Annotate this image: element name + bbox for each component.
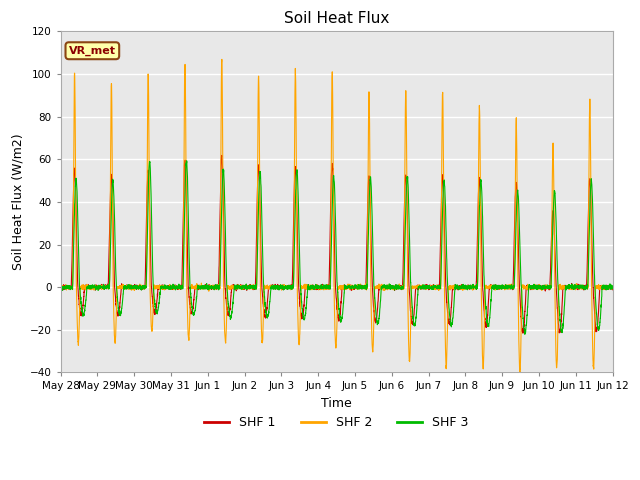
SHF 2 <box>516 369 524 375</box>
SHF 2 <box>316 286 324 291</box>
SHF 2 <box>430 285 438 291</box>
SHF 1 <box>609 287 616 292</box>
X-axis label: Time: Time <box>321 397 352 410</box>
SHF 1 <box>608 285 616 291</box>
SHF 2 <box>609 285 616 290</box>
SHF 1 <box>156 283 164 289</box>
Text: VR_met: VR_met <box>69 46 116 56</box>
SHF 2 <box>57 284 65 289</box>
SHF 3 <box>460 285 468 290</box>
SHF 1 <box>57 282 65 288</box>
SHF 3 <box>156 293 164 299</box>
SHF 1 <box>430 284 438 289</box>
Legend: SHF 1, SHF 2, SHF 3: SHF 1, SHF 2, SHF 3 <box>200 411 474 434</box>
Line: SHF 1: SHF 1 <box>61 156 612 333</box>
SHF 1 <box>519 330 527 336</box>
SHF 3 <box>609 284 616 290</box>
SHF 1 <box>492 285 499 291</box>
Line: SHF 3: SHF 3 <box>61 161 612 334</box>
SHF 1 <box>316 285 324 291</box>
SHF 1 <box>218 153 226 158</box>
SHF 3 <box>430 283 438 289</box>
Line: SHF 2: SHF 2 <box>61 60 612 372</box>
SHF 3 <box>316 284 324 289</box>
SHF 3 <box>183 158 191 164</box>
SHF 2 <box>156 282 164 288</box>
SHF 3 <box>521 331 529 337</box>
SHF 3 <box>492 285 499 290</box>
SHF 2 <box>492 285 499 291</box>
Y-axis label: Soil Heat Flux (W/m2): Soil Heat Flux (W/m2) <box>11 133 24 270</box>
SHF 3 <box>608 286 616 291</box>
SHF 2 <box>460 287 468 292</box>
SHF 2 <box>218 57 226 62</box>
SHF 3 <box>57 285 65 291</box>
SHF 2 <box>608 284 616 289</box>
SHF 1 <box>460 285 468 291</box>
Title: Soil Heat Flux: Soil Heat Flux <box>284 11 389 26</box>
